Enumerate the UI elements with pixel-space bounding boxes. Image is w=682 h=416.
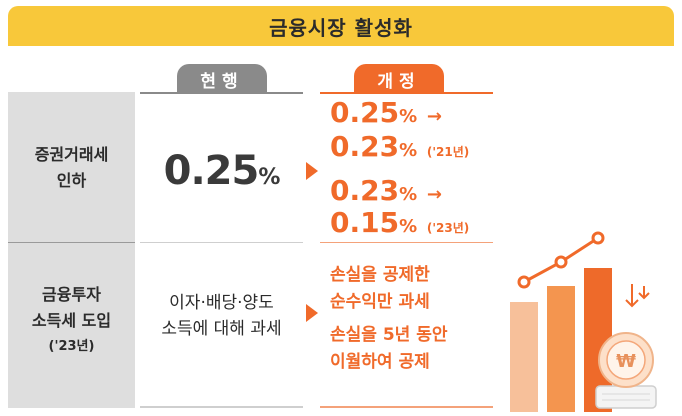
- row-divider: [140, 242, 303, 243]
- rate-value: 0.25: [330, 96, 400, 129]
- header-current-underline: [140, 92, 303, 94]
- row-label-financial-investment-tax: 금융투자 소득세 도입 ('23년): [8, 282, 135, 360]
- description-line: 손실을 5년 동안: [330, 325, 448, 345]
- illus-bar: [510, 302, 538, 412]
- header-revised-underline: [320, 92, 493, 94]
- rate-unit: %: [399, 106, 418, 127]
- rate-value: 0.15: [330, 206, 400, 239]
- right-arrow-icon: →: [426, 106, 442, 127]
- row-label-line: 인하: [56, 171, 87, 190]
- row-label-year: ('23년): [48, 339, 95, 354]
- illus-point: [554, 255, 568, 269]
- row-label-line: 금융투자: [42, 285, 101, 304]
- table-bottom-border: [140, 406, 303, 408]
- description-line: 소득에 대해 과세: [161, 319, 282, 339]
- revised-rate-line: 0.23% ('21년): [330, 132, 469, 167]
- revised-rate-line: 0.15% ('23년): [330, 208, 469, 243]
- revised-rate-line: 0.23% →: [330, 176, 442, 210]
- illus-point: [591, 231, 605, 245]
- current-tax-rate: 0.25%: [140, 148, 303, 194]
- right-arrow-icon: →: [426, 184, 442, 205]
- header-revised: 개정: [354, 64, 444, 94]
- row-divider: [8, 242, 135, 243]
- description-line: 이자·배당·양도: [169, 293, 274, 313]
- illus-bar: [547, 286, 575, 412]
- description-line: 손실을 공제한: [330, 265, 430, 285]
- description-line: 순수익만 과세: [330, 292, 430, 312]
- rate-value: 0.23: [330, 174, 400, 207]
- current-rate-value: 0.25: [163, 148, 260, 194]
- rate-value: 0.23: [330, 130, 400, 163]
- triangle-arrow-icon: [306, 162, 318, 180]
- section-title: 금융시장 활성화: [8, 6, 674, 46]
- rate-year: ('21년): [426, 145, 470, 159]
- illus-point: [517, 275, 531, 289]
- row-divider: [320, 242, 493, 243]
- description-line: 이월하여 공제: [330, 352, 430, 372]
- table-bottom-border: [320, 406, 493, 408]
- triangle-arrow-icon: [306, 304, 318, 322]
- bar-chart-with-coin-icon: ₩: [510, 231, 657, 412]
- row-label-securities-tax: 증권거래세 인하: [8, 142, 135, 194]
- revised-description: 손실을 5년 동안 이월하여 공제: [330, 322, 500, 376]
- row-label-line: 증권거래세: [34, 145, 109, 164]
- revised-rate-line: 0.25% →: [330, 98, 442, 132]
- current-rate-unit: %: [258, 165, 280, 190]
- header-current: 현행: [177, 64, 267, 94]
- label-column: [8, 92, 135, 408]
- revised-description: 손실을 공제한 순수익만 과세: [330, 262, 500, 316]
- current-tax-description: 이자·배당·양도 소득에 대해 과세: [140, 290, 303, 342]
- rate-unit: %: [399, 216, 418, 237]
- won-symbol: ₩: [616, 351, 636, 372]
- rate-unit: %: [399, 184, 418, 205]
- rate-year: ('23년): [426, 221, 470, 235]
- rate-unit: %: [399, 140, 418, 161]
- coin-stack: [595, 385, 657, 409]
- row-label-line: 소득세 도입: [31, 311, 112, 330]
- header-revised-label: 개정: [377, 71, 421, 92]
- header-current-label: 현행: [200, 71, 244, 92]
- section-title-text: 금융시장 활성화: [269, 15, 413, 40]
